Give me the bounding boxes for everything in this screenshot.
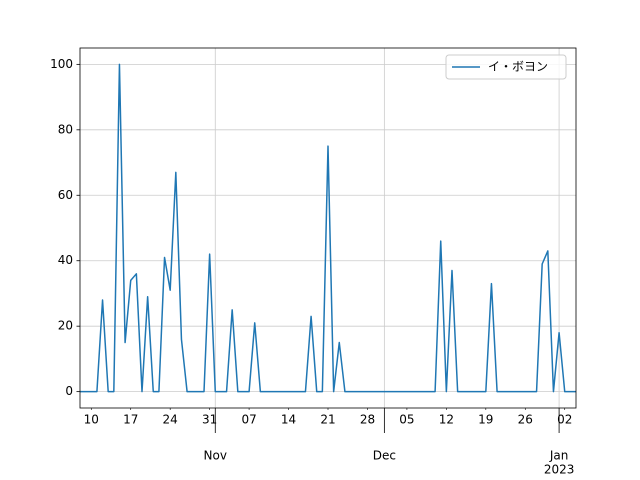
x-tick-label: 24 — [163, 413, 178, 427]
x-tick-label: 14 — [281, 413, 296, 427]
x-tick-label: 31 — [202, 413, 217, 427]
data-line — [80, 63, 576, 393]
y-tick-label: 20 — [58, 319, 73, 333]
y-tick-label: 40 — [58, 253, 73, 267]
legend-label: イ・ボヨン — [488, 60, 548, 74]
x-tick-label: 02 — [557, 413, 572, 427]
x-tick-label: 17 — [123, 413, 138, 427]
y-tick-label: 80 — [58, 122, 73, 136]
y-tick-label: 60 — [58, 188, 73, 202]
x-tick-label: 19 — [478, 413, 493, 427]
x-tick-label: 21 — [320, 413, 335, 427]
x-tick-label: 12 — [439, 413, 454, 427]
x-tick-label: 07 — [241, 413, 256, 427]
x-tick-label: Nov — [204, 449, 227, 463]
plot-frame — [79, 47, 577, 409]
x-tick-label: 28 — [360, 413, 375, 427]
y-tick-label: 100 — [50, 57, 73, 71]
x-tick-label: 05 — [399, 413, 414, 427]
y-tick-label: 0 — [65, 384, 73, 398]
legend-box — [445, 54, 567, 80]
x-offset-label: 2023 — [544, 463, 575, 477]
x-tick-label: Dec — [373, 449, 396, 463]
x-tick-label: 26 — [518, 413, 533, 427]
x-tick-label: Jan — [549, 449, 569, 463]
x-tick-label: 10 — [84, 413, 99, 427]
